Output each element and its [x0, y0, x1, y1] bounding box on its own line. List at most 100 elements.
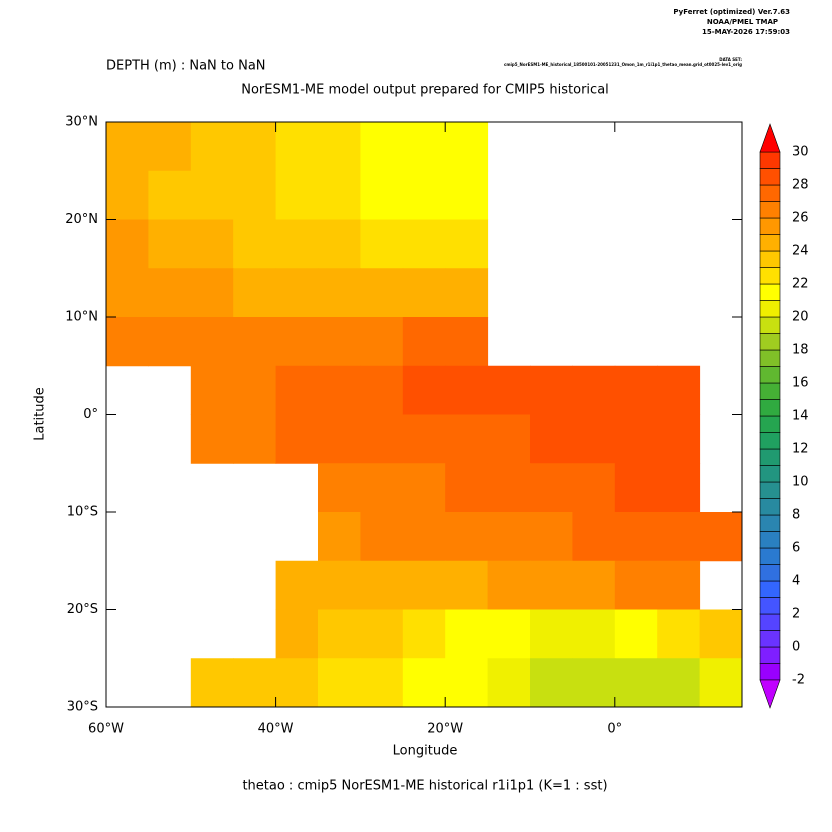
- x-tick-label: 0°: [607, 722, 622, 737]
- cell: [657, 365, 701, 415]
- cell: [445, 560, 489, 610]
- cell: [402, 414, 446, 464]
- cell: [318, 219, 361, 269]
- cell: [275, 609, 319, 659]
- cell: [487, 414, 531, 464]
- dataset: cmip5_NorESM1-ME_historical_18500101-200…: [504, 62, 742, 67]
- cell: [614, 560, 658, 610]
- cell: [190, 658, 234, 708]
- colorbar-band: [759, 217, 781, 235]
- cell: [318, 365, 361, 415]
- colorbar-band: [759, 184, 781, 202]
- x-axis-label: Longitude: [393, 744, 458, 759]
- cell: [487, 609, 531, 659]
- colorbar-band: [759, 547, 781, 565]
- colorbar-tick-label: 12: [792, 442, 809, 457]
- dataset-label: DATA SET:: [719, 57, 742, 62]
- colorbar-band: [759, 646, 781, 664]
- cell: [657, 512, 701, 562]
- org: NOAA/PMEL TMAP: [707, 18, 778, 26]
- colorbar-tick-label: 16: [792, 376, 809, 391]
- cell: [275, 560, 319, 610]
- cell: [445, 170, 489, 220]
- colorbar-band: [759, 234, 781, 252]
- cell: [233, 219, 277, 269]
- cell: [148, 219, 192, 269]
- cell: [572, 365, 616, 415]
- cell: [572, 658, 616, 708]
- cell: [614, 365, 658, 415]
- cell: [318, 463, 361, 513]
- cell: [190, 414, 234, 464]
- colorbar-band: [759, 283, 781, 301]
- cell: [699, 512, 743, 562]
- cell: [530, 512, 573, 562]
- cell: [360, 609, 404, 659]
- colorbar-band: [759, 333, 781, 351]
- cell: [233, 268, 277, 318]
- cell: [445, 414, 489, 464]
- cell: [106, 317, 149, 367]
- cell: [190, 219, 234, 269]
- cell: [487, 560, 531, 610]
- x-tick-label: 20°W: [427, 722, 463, 737]
- cell: [657, 658, 701, 708]
- colorbar-band: [759, 349, 781, 367]
- colorbar-band: [759, 382, 781, 400]
- cell: [360, 219, 404, 269]
- cell: [487, 463, 531, 513]
- cell: [275, 268, 319, 318]
- subtitle: DEPTH (m) : NaN to NaN: [106, 59, 266, 74]
- cell: [402, 512, 446, 562]
- cell: [530, 658, 573, 708]
- cell: [360, 463, 404, 513]
- cell: [530, 365, 573, 415]
- colorbar-tick-label: 26: [792, 211, 809, 226]
- colorbar-tick-label: 0: [792, 640, 800, 655]
- cell: [614, 512, 658, 562]
- y-axis-label: Latitude: [33, 387, 48, 441]
- y-tick-label: 0°: [83, 407, 98, 422]
- cell: [402, 219, 446, 269]
- cell: [572, 463, 616, 513]
- chart-title: NorESM1-ME model output prepared for CMI…: [241, 83, 609, 98]
- cell: [360, 414, 404, 464]
- cell: [360, 560, 404, 610]
- cell: [487, 512, 531, 562]
- cell: [275, 122, 319, 172]
- cell: [106, 170, 149, 220]
- cell: [657, 560, 701, 610]
- cell: [402, 268, 446, 318]
- cell: [106, 219, 149, 269]
- colorbar-band: [759, 168, 781, 186]
- cell: [445, 463, 489, 513]
- cell: [445, 317, 489, 367]
- colorbar-band: [759, 630, 781, 648]
- colorbar-band: [759, 564, 781, 582]
- cell: [402, 560, 446, 610]
- cell: [572, 512, 616, 562]
- field: [106, 122, 743, 708]
- colorbar-tick-label: 28: [792, 178, 809, 193]
- colorbar-band: [759, 498, 781, 516]
- colorbar-band: [759, 250, 781, 268]
- date: 15-MAY-2026 17:59:03: [702, 28, 790, 36]
- cell: [148, 317, 192, 367]
- colorbar-band: [759, 531, 781, 549]
- cell: [614, 658, 658, 708]
- cell: [445, 365, 489, 415]
- cell: [360, 512, 404, 562]
- y-tick-label: 20°N: [65, 212, 98, 227]
- cell: [318, 512, 361, 562]
- cell: [402, 170, 446, 220]
- y-tick-label: 10°N: [65, 310, 98, 325]
- colorbar-tick-label: 8: [792, 508, 800, 523]
- colorbar-band: [759, 465, 781, 483]
- cell: [614, 609, 658, 659]
- colorbar-band: [759, 151, 781, 169]
- cell: [402, 317, 446, 367]
- cell: [699, 658, 743, 708]
- colorbar-band: [759, 300, 781, 318]
- colorbar-band: [759, 481, 781, 499]
- y-tick-label: 10°S: [67, 505, 98, 520]
